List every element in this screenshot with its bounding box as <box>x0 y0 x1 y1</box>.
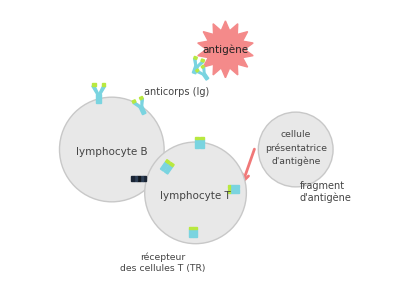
Polygon shape <box>194 227 197 229</box>
Polygon shape <box>201 65 204 68</box>
Polygon shape <box>166 160 170 164</box>
Polygon shape <box>194 56 197 60</box>
Polygon shape <box>200 137 204 139</box>
Polygon shape <box>197 71 204 75</box>
Polygon shape <box>170 162 174 167</box>
Polygon shape <box>194 58 197 66</box>
Circle shape <box>258 112 333 187</box>
Polygon shape <box>133 102 141 108</box>
Polygon shape <box>99 86 105 94</box>
Text: anticorps (Ig): anticorps (Ig) <box>144 87 210 97</box>
Polygon shape <box>201 59 205 62</box>
Polygon shape <box>96 94 101 103</box>
Polygon shape <box>230 189 239 193</box>
Polygon shape <box>197 61 204 67</box>
Polygon shape <box>195 139 199 148</box>
Polygon shape <box>189 227 192 229</box>
Polygon shape <box>196 69 199 72</box>
Text: fragment
d'antigène: fragment d'antigène <box>300 181 351 203</box>
Polygon shape <box>92 83 96 86</box>
Text: cellule
présentatrice
d'antigène: cellule présentatrice d'antigène <box>265 130 327 166</box>
Text: antigène: antigène <box>202 44 248 55</box>
Polygon shape <box>198 21 253 78</box>
Polygon shape <box>143 176 146 181</box>
Text: récepteur
des cellules T (TR): récepteur des cellules T (TR) <box>120 253 205 273</box>
Circle shape <box>145 142 246 244</box>
Polygon shape <box>92 86 99 94</box>
Polygon shape <box>228 189 230 193</box>
Polygon shape <box>194 229 197 237</box>
Polygon shape <box>164 164 173 174</box>
Polygon shape <box>189 229 192 237</box>
Polygon shape <box>139 106 146 115</box>
Polygon shape <box>140 176 143 181</box>
Polygon shape <box>195 137 199 139</box>
Polygon shape <box>134 176 137 181</box>
Polygon shape <box>228 184 230 188</box>
Polygon shape <box>102 83 105 86</box>
Circle shape <box>59 97 164 202</box>
Text: lymphocyte T: lymphocyte T <box>160 191 231 201</box>
Text: lymphocyte B: lymphocyte B <box>76 147 147 158</box>
Polygon shape <box>203 67 205 74</box>
Polygon shape <box>132 100 136 103</box>
Polygon shape <box>141 98 143 107</box>
Polygon shape <box>131 176 134 181</box>
Polygon shape <box>192 65 198 74</box>
Polygon shape <box>137 176 140 181</box>
Polygon shape <box>200 139 204 148</box>
Polygon shape <box>230 184 239 188</box>
Polygon shape <box>139 96 143 100</box>
Polygon shape <box>202 73 209 80</box>
Polygon shape <box>160 162 169 171</box>
